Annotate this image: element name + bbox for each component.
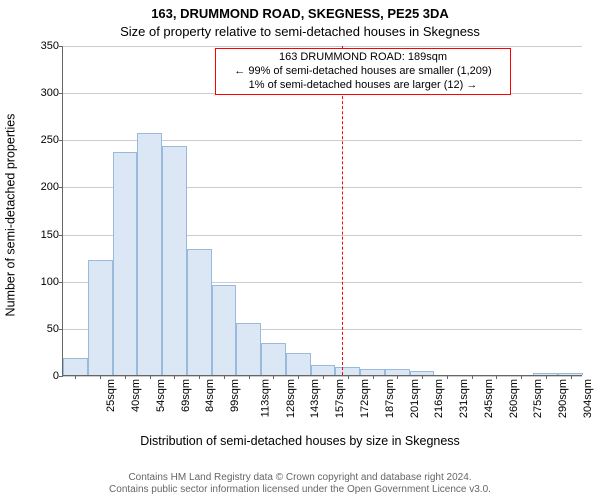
xtick-mark — [199, 375, 200, 379]
annotation-box: 163 DRUMMOND ROAD: 189sqm← 99% of semi-d… — [215, 48, 511, 95]
histogram-bar — [286, 353, 311, 375]
xtick-mark — [323, 375, 324, 379]
xtick-mark — [75, 375, 76, 379]
chart-title-line1: 163, DRUMMOND ROAD, SKEGNESS, PE25 3DA — [0, 6, 600, 21]
histogram-bar — [88, 260, 113, 375]
xtick-label: 201sqm — [409, 379, 421, 418]
xtick-mark — [546, 375, 547, 379]
xtick-label: 25sqm — [105, 379, 117, 412]
gridline — [63, 46, 582, 47]
ytick-label: 350 — [41, 40, 63, 52]
attribution-footer: Contains HM Land Registry data © Crown c… — [0, 472, 600, 496]
annotation-line: 1% of semi-detached houses are larger (1… — [222, 79, 504, 93]
xtick-label: 143sqm — [310, 379, 322, 418]
x-axis-label: Distribution of semi-detached houses by … — [0, 434, 600, 448]
xtick-label: 275sqm — [532, 379, 544, 418]
xtick-label: 157sqm — [334, 379, 346, 418]
xtick-mark — [100, 375, 101, 379]
xtick-mark — [298, 375, 299, 379]
xtick-label: 54sqm — [155, 379, 167, 412]
xtick-label: 84sqm — [204, 379, 216, 412]
histogram-bar — [63, 358, 88, 375]
histogram-bar — [162, 146, 187, 375]
xtick-label: 113sqm — [259, 379, 271, 417]
xtick-label: 172sqm — [359, 379, 371, 418]
xtick-mark — [496, 375, 497, 379]
xtick-mark — [174, 375, 175, 379]
ytick-label: 300 — [41, 87, 63, 99]
ytick-label: 250 — [41, 134, 63, 146]
histogram-bar — [236, 323, 261, 375]
xtick-mark — [224, 375, 225, 379]
histogram-bar — [311, 365, 336, 375]
xtick-mark — [273, 375, 274, 379]
xtick-label: 290sqm — [557, 379, 569, 418]
xtick-label: 40sqm — [130, 379, 142, 412]
histogram-bar — [187, 249, 212, 375]
xtick-mark — [447, 375, 448, 379]
xtick-label: 216sqm — [433, 379, 445, 418]
xtick-label: 304sqm — [582, 379, 594, 418]
xtick-mark — [422, 375, 423, 379]
xtick-mark — [249, 375, 250, 379]
histogram-bar — [113, 152, 138, 375]
xtick-mark — [348, 375, 349, 379]
chart-title-line2: Size of property relative to semi-detach… — [0, 24, 600, 39]
xtick-label: 187sqm — [384, 379, 396, 418]
histogram-bar — [212, 285, 237, 376]
ytick-label: 100 — [41, 276, 63, 288]
xtick-label: 128sqm — [285, 379, 297, 418]
xtick-mark — [150, 375, 151, 379]
xtick-label: 99sqm — [229, 379, 241, 412]
y-axis-label: Number of semi-detached properties — [3, 114, 17, 317]
chart-page: 163, DRUMMOND ROAD, SKEGNESS, PE25 3DA S… — [0, 0, 600, 500]
footer-line1: Contains HM Land Registry data © Crown c… — [0, 472, 600, 484]
annotation-line: 163 DRUMMOND ROAD: 189sqm — [222, 51, 504, 65]
xtick-label: 69sqm — [180, 379, 192, 412]
ytick-label: 50 — [47, 323, 63, 335]
histogram-bar — [335, 367, 360, 375]
histogram-bar — [261, 343, 286, 375]
y-axis-label-container: Number of semi-detached properties — [0, 0, 20, 430]
plot-area: 05010015020025030035025sqm40sqm54sqm69sq… — [62, 46, 582, 376]
ytick-label: 200 — [41, 181, 63, 193]
xtick-mark — [373, 375, 374, 379]
xtick-mark — [397, 375, 398, 379]
xtick-label: 245sqm — [483, 379, 495, 418]
xtick-mark — [125, 375, 126, 379]
ytick-label: 150 — [41, 229, 63, 241]
xtick-mark — [472, 375, 473, 379]
xtick-mark — [571, 375, 572, 379]
ytick-label: 0 — [53, 370, 63, 382]
xtick-mark — [521, 375, 522, 379]
xtick-label: 231sqm — [458, 379, 470, 418]
annotation-line: ← 99% of semi-detached houses are smalle… — [222, 65, 504, 79]
histogram-bar — [137, 133, 162, 375]
reference-line — [342, 46, 343, 375]
xtick-label: 260sqm — [508, 379, 520, 418]
footer-line2: Contains public sector information licen… — [0, 484, 600, 496]
